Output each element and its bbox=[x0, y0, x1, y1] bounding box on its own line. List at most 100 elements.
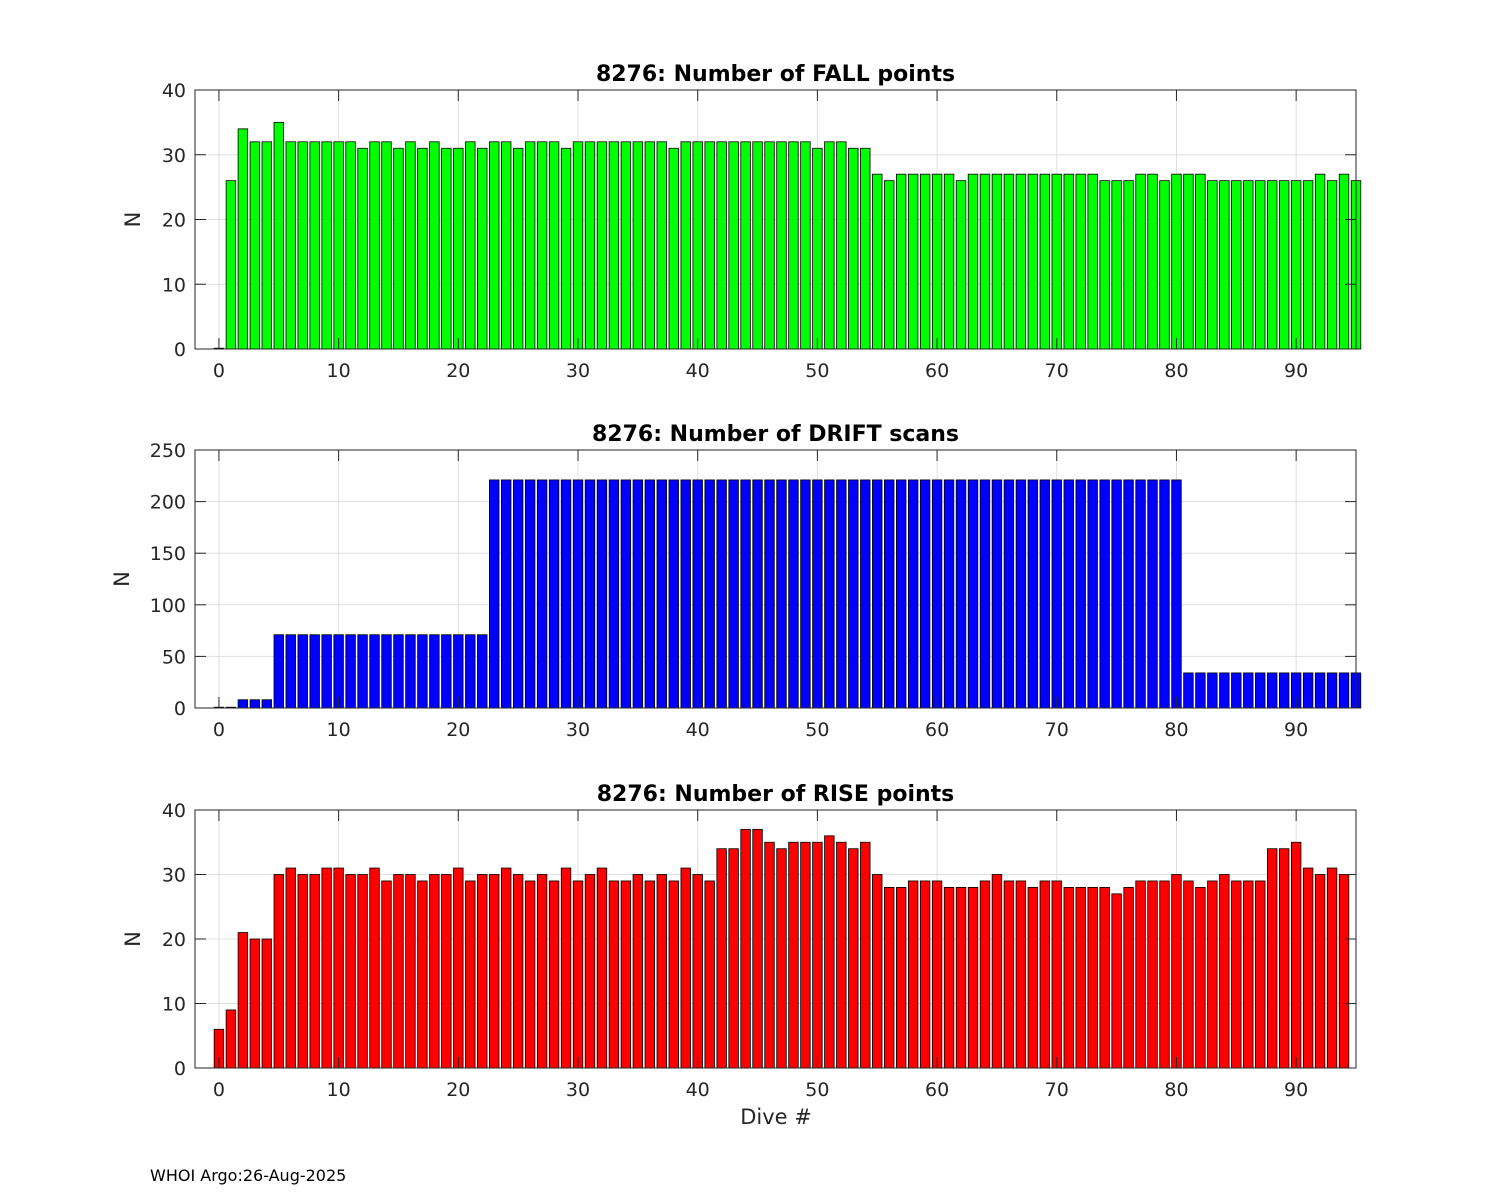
drift-bar bbox=[285, 634, 296, 709]
x-tick-label: 70 bbox=[1045, 719, 1069, 741]
drift-bar bbox=[1326, 672, 1338, 709]
x-tick-label: 0 bbox=[213, 360, 225, 382]
drift-bar bbox=[704, 479, 715, 709]
drift-bar bbox=[668, 479, 679, 709]
drift-bar bbox=[1255, 672, 1266, 709]
y-axis-label: N bbox=[110, 571, 134, 587]
rise-bar bbox=[740, 828, 751, 1069]
drift-bar bbox=[417, 634, 428, 709]
fall-bar bbox=[1123, 180, 1134, 350]
fall-bar bbox=[297, 141, 308, 350]
chart-title: 8276: Number of DRIFT scans bbox=[592, 422, 959, 447]
fall-bar bbox=[249, 141, 261, 350]
rise-bar bbox=[309, 874, 320, 1069]
fall-bar bbox=[1015, 173, 1027, 350]
chart-title: 8276: Number of RISE points bbox=[597, 782, 955, 807]
y-tick-label: 10 bbox=[162, 994, 186, 1016]
fall-points-panel: 0 10 20 30 40 50 60 70 80 90 0 10 20 30 40 8276: Number… bbox=[121, 62, 1362, 382]
x-tick-label: 50 bbox=[805, 719, 829, 741]
rise-bar bbox=[812, 841, 823, 1069]
rise-bar bbox=[429, 874, 440, 1069]
rise-bar bbox=[668, 880, 679, 1069]
rise-bar bbox=[321, 867, 332, 1069]
fall-bar bbox=[620, 141, 632, 350]
rise-bar bbox=[1290, 841, 1302, 1069]
fall-bar bbox=[740, 141, 751, 350]
fall-bar bbox=[524, 141, 536, 350]
drift-bar bbox=[1003, 479, 1015, 709]
drift-bar bbox=[692, 479, 703, 709]
drift-bar bbox=[1123, 479, 1134, 709]
x-tick-label: 50 bbox=[805, 360, 829, 382]
fall-bar bbox=[560, 147, 572, 350]
rise-bar bbox=[584, 874, 596, 1069]
fall-bar bbox=[979, 173, 991, 350]
rise-bar bbox=[1111, 893, 1122, 1069]
drift-bar bbox=[895, 479, 907, 709]
drift-bar bbox=[620, 479, 632, 709]
drift-bar bbox=[872, 479, 883, 709]
drift-bar bbox=[405, 634, 416, 709]
rise-bar bbox=[1207, 880, 1218, 1069]
fall-bar bbox=[1099, 180, 1110, 350]
rise-bar bbox=[596, 867, 608, 1069]
drift-bar bbox=[824, 479, 835, 709]
rise-bar bbox=[919, 880, 931, 1069]
rise-bar bbox=[441, 874, 452, 1069]
fall-bar bbox=[1027, 173, 1039, 350]
drift-bar bbox=[1039, 479, 1050, 709]
fall-bar bbox=[848, 147, 859, 350]
fall-bar bbox=[1195, 173, 1206, 350]
x-tick-label: 0 bbox=[213, 1079, 225, 1101]
drift-bar bbox=[632, 479, 644, 709]
x-tick-label: 10 bbox=[327, 360, 351, 382]
drift-bar bbox=[1051, 479, 1062, 709]
x-tick-label: 40 bbox=[686, 360, 710, 382]
drift-bar bbox=[489, 479, 500, 709]
x-tick-label: 20 bbox=[446, 1079, 470, 1101]
drift-bar bbox=[297, 634, 308, 709]
rise-bar bbox=[1338, 874, 1350, 1069]
rise-bar bbox=[512, 874, 524, 1069]
rise-points-panel: 0 10 20 30 40 50 60 70 80 90 0 10 20 30 40 8276: Number… bbox=[121, 782, 1357, 1101]
drift-bar bbox=[800, 479, 811, 709]
drift-bar bbox=[955, 479, 967, 709]
drift-bar bbox=[1302, 672, 1314, 709]
rise-bar bbox=[680, 867, 691, 1069]
fall-bar bbox=[1290, 180, 1302, 350]
drift-bar bbox=[249, 699, 261, 709]
rise-bar bbox=[477, 874, 488, 1069]
x-tick-label: 60 bbox=[925, 360, 949, 382]
drift-bar bbox=[1159, 479, 1170, 709]
drift-bar bbox=[441, 634, 452, 709]
rise-bar bbox=[536, 874, 548, 1069]
rise-bar bbox=[1099, 887, 1110, 1069]
drift-bar bbox=[524, 479, 536, 709]
fall-bar bbox=[405, 141, 416, 350]
drift-bar bbox=[967, 479, 979, 709]
fall-bar bbox=[608, 141, 620, 350]
rise-bar bbox=[979, 880, 991, 1069]
x-tick-label: 80 bbox=[1164, 719, 1188, 741]
fall-bar bbox=[225, 180, 237, 350]
rise-bar bbox=[357, 874, 368, 1069]
y-tick-label: 40 bbox=[162, 80, 186, 102]
fall-bar bbox=[955, 180, 967, 350]
y-tick-label: 200 bbox=[150, 492, 186, 514]
drift-bar bbox=[237, 699, 249, 709]
x-tick-label: 40 bbox=[686, 1079, 710, 1101]
chart-title: 8276: Number of FALL points bbox=[596, 62, 955, 87]
x-tick-label: 20 bbox=[446, 719, 470, 741]
plot-area bbox=[195, 450, 1356, 708]
fall-bar bbox=[237, 128, 249, 350]
x-tick-label: 60 bbox=[925, 1079, 949, 1101]
y-tick-label: 0 bbox=[174, 339, 186, 361]
rise-bar bbox=[907, 880, 919, 1069]
rise-bar bbox=[572, 880, 584, 1069]
fall-bar bbox=[1243, 180, 1254, 350]
drift-bar bbox=[979, 479, 991, 709]
fall-bar bbox=[1135, 173, 1146, 350]
x-tick-label: 30 bbox=[566, 719, 590, 741]
y-tick-label: 20 bbox=[162, 929, 186, 951]
